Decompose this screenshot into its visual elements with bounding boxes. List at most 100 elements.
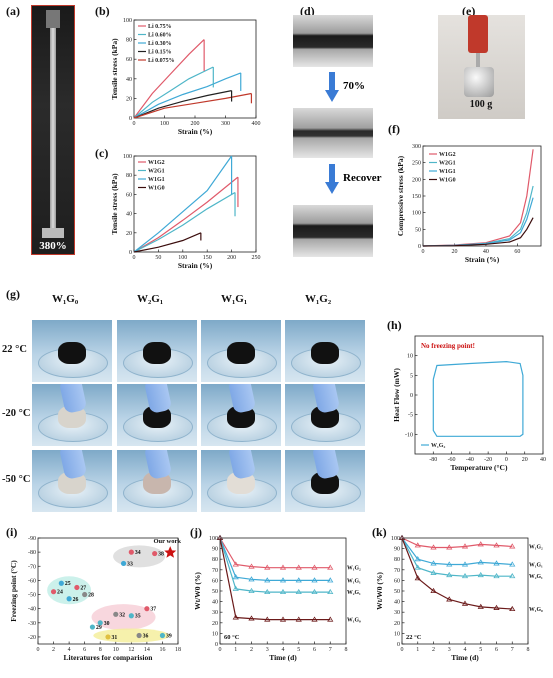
plot-frame (401, 537, 529, 645)
panel-f-label: (f) (388, 122, 400, 136)
x-tick-label: 400 (252, 121, 261, 127)
data-point (311, 577, 318, 583)
y-tick-label: 200 (412, 177, 421, 183)
x-tick-label: 14 (144, 647, 150, 653)
legend-entry: W1G0 (148, 186, 165, 192)
y-tick-label: 90 (394, 547, 400, 553)
x-tick-label: 100 (178, 255, 187, 261)
compress-photo-3 (293, 205, 373, 257)
x-tick-label: 7 (329, 647, 332, 653)
hydrogel-photo (117, 384, 197, 446)
y-tick-label: 0 (418, 244, 421, 250)
freezing-comparison-chart-i: 0 2 4 6 8 10 12 14 16 18-20-30-40-50-60-70-80-90L… (9, 536, 181, 662)
x-tick-label: 4 (464, 647, 467, 653)
x-tick-label: 1 (234, 647, 237, 653)
hydrogel-photo (285, 320, 365, 382)
panel-j-label: (j) (190, 525, 202, 539)
y-tick-label: 10 (407, 354, 413, 360)
y-tick-label: 60 (126, 57, 132, 63)
y-tick-label: -70 (28, 564, 36, 570)
our-work-star (164, 546, 177, 558)
weight-photo: 100 g (438, 15, 525, 119)
sample-column-label: W₁G₂ (305, 293, 332, 305)
x-tick-label: 6 (495, 647, 498, 653)
y-tick-label: 0 (215, 642, 218, 648)
data-point (248, 563, 255, 569)
literature-point-label: 33 (127, 561, 133, 567)
data-point (493, 542, 500, 548)
y-tick-label: 40 (126, 212, 132, 218)
literature-point-label: 35 (135, 614, 141, 620)
series-line-W1G2 (133, 176, 239, 253)
literature-point (97, 620, 103, 626)
data-point (414, 542, 421, 548)
series-line-W1G0 (133, 232, 202, 253)
series-line-W1G1 (133, 155, 233, 253)
series-line-WG (401, 537, 513, 610)
x-tick-label: 5 (479, 647, 482, 653)
x-tick-label: 2 (432, 647, 435, 653)
panel-h-label: (h) (387, 318, 402, 332)
strain-caption: 380% (39, 240, 67, 252)
y-axis-label: Heat Flow (mW) (392, 368, 401, 422)
data-point (279, 616, 287, 622)
data-point (477, 541, 484, 547)
data-point (477, 603, 484, 609)
legend-entry: W₁G₂ (431, 443, 445, 449)
compressive-chart-f: 0 20 40 60 0 50 100 150 200 250 300 Strain (%) Compr… (396, 144, 542, 264)
y-tick-label: 20 (126, 96, 132, 102)
x-axis-label: Time (d) (451, 653, 479, 662)
literature-point-label: 37 (150, 607, 156, 613)
hydrogel-photo (201, 384, 281, 446)
data-point (264, 616, 271, 622)
panel-c-label: (c) (95, 146, 109, 160)
y-tick-label: 20 (126, 231, 132, 237)
data-point (264, 588, 271, 595)
our-work-label: Our work (153, 538, 181, 545)
literature-point-label: 39 (166, 634, 172, 640)
x-tick-label: 4 (282, 647, 285, 653)
y-tick-label: 100 (391, 536, 400, 542)
data-point (493, 560, 500, 566)
data-point (327, 564, 334, 570)
x-tick-label: 6 (313, 647, 316, 653)
x-tick-label: 20 (522, 457, 528, 463)
series-line-Li075 (133, 39, 205, 119)
y-tick-label: 0 (129, 116, 132, 122)
data-point (493, 572, 500, 579)
data-point (279, 564, 287, 570)
no-freezing-annotation: No freezing point! (421, 342, 475, 350)
data-point (446, 544, 453, 550)
cluster-blob (91, 604, 156, 631)
step-label-70: 70% (343, 80, 365, 92)
hydrogel-photo (32, 320, 112, 382)
x-tick-label: 8 (99, 647, 102, 653)
y-tick-label: 30 (394, 610, 400, 616)
data-point (414, 556, 421, 562)
literature-point-label: 29 (96, 625, 102, 631)
x-tick-label: 2 (52, 647, 55, 653)
panel-k-label: (k) (372, 525, 387, 539)
data-point (311, 564, 318, 570)
y-axis-label: Freezing point (°C) (9, 560, 18, 622)
panel-a-label: (a) (6, 4, 20, 18)
literature-point (82, 591, 88, 598)
data-point (232, 574, 239, 580)
series-line-WG (401, 537, 513, 566)
data-point (493, 604, 500, 610)
data-point (477, 571, 484, 578)
cluster-blob (47, 576, 92, 605)
series-line-WG (219, 537, 331, 569)
temperature-row-label: -50 °C (2, 474, 31, 485)
x-tick-label: 3 (448, 647, 451, 653)
series-line-Li060 (133, 66, 214, 119)
panel-d-label: (d) (300, 4, 315, 18)
data-point (477, 559, 484, 565)
series-end-label: W₂G₁ (347, 590, 361, 596)
plot-frame (133, 155, 257, 253)
data-point (327, 577, 334, 583)
x-tick-label: 200 (227, 255, 236, 261)
y-tick-label: 70 (212, 568, 218, 574)
